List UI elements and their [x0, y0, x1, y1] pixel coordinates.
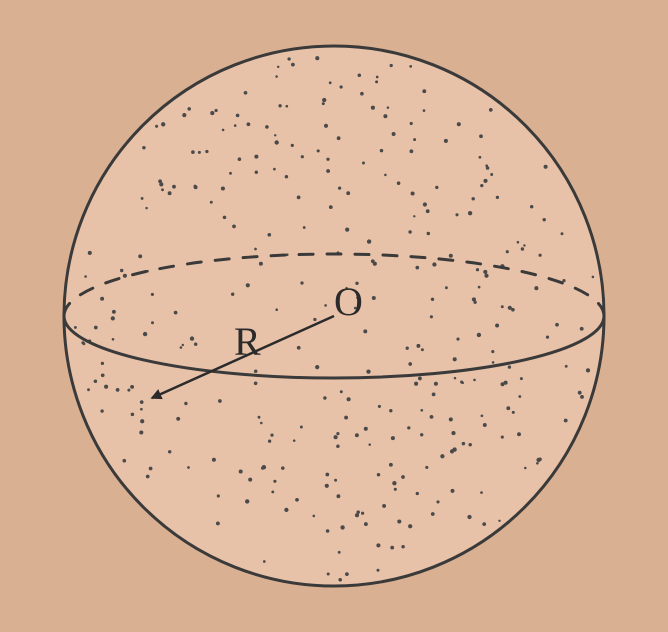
radius-label: R — [234, 318, 261, 365]
center-label: O — [334, 278, 363, 325]
